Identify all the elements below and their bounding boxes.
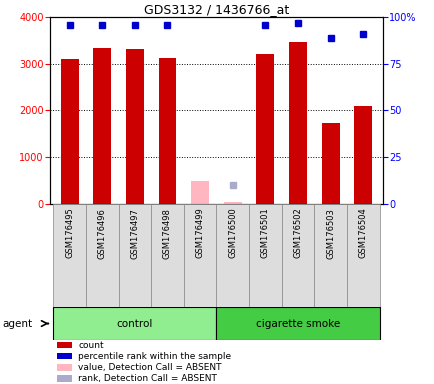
Text: cigarette smoke: cigarette smoke (255, 318, 339, 329)
Text: GSM176495: GSM176495 (65, 208, 74, 258)
Text: GSM176499: GSM176499 (195, 208, 204, 258)
Bar (158, 58, 176, 204)
Text: rank, Detection Call = ABSENT: rank, Detection Call = ABSENT (78, 374, 217, 383)
Bar (93, 48, 111, 204)
Text: GSM176503: GSM176503 (326, 208, 334, 258)
Bar (86, 204, 118, 307)
Bar (125, 49, 144, 204)
Bar (249, 204, 281, 307)
Text: count: count (78, 341, 104, 350)
Text: control: control (116, 318, 153, 329)
Text: GSM176496: GSM176496 (98, 208, 106, 258)
Bar (353, 106, 372, 204)
Text: value, Detection Call = ABSENT: value, Detection Call = ABSENT (78, 363, 221, 372)
Bar (56, 342, 72, 348)
Text: GSM176504: GSM176504 (358, 208, 367, 258)
Text: GSM176497: GSM176497 (130, 208, 139, 258)
Bar (56, 376, 72, 382)
Text: GSM176500: GSM176500 (228, 208, 237, 258)
Text: GSM176501: GSM176501 (260, 208, 269, 258)
Bar (346, 204, 379, 307)
Title: GDS3132 / 1436766_at: GDS3132 / 1436766_at (144, 3, 288, 16)
Bar (118, 204, 151, 307)
Bar (281, 204, 314, 307)
Bar (321, 123, 339, 204)
Bar (60, 59, 79, 204)
Text: GSM176498: GSM176498 (163, 208, 171, 258)
Bar (191, 181, 209, 204)
Text: GSM176502: GSM176502 (293, 208, 302, 258)
Bar (151, 204, 184, 307)
Bar (216, 307, 379, 340)
Bar (223, 202, 241, 204)
Bar (53, 307, 216, 340)
Bar (184, 204, 216, 307)
Text: agent: agent (2, 318, 32, 329)
Bar (56, 353, 72, 359)
Bar (53, 204, 86, 307)
Bar (216, 204, 249, 307)
Bar (314, 204, 346, 307)
Bar (256, 54, 274, 204)
Bar (288, 42, 306, 204)
Bar (56, 364, 72, 371)
Text: percentile rank within the sample: percentile rank within the sample (78, 352, 231, 361)
